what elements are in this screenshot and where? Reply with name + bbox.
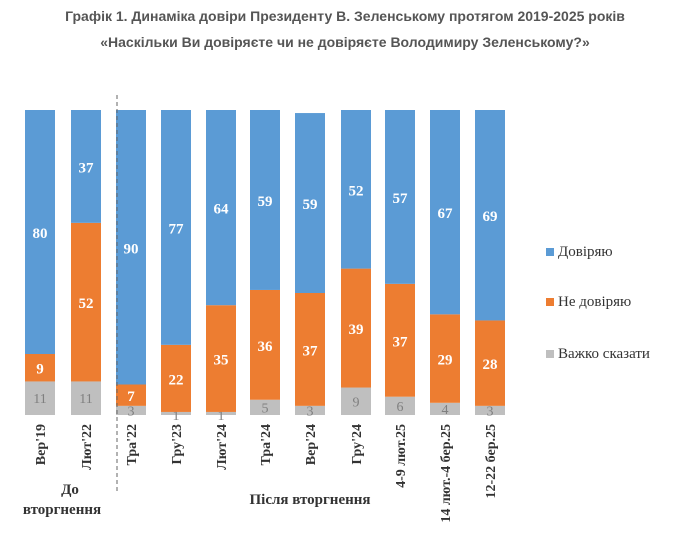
bar-segment	[475, 405, 505, 415]
bar-segment	[161, 411, 191, 415]
x-tick-label: Гру'24	[350, 424, 365, 465]
data-label: 11	[33, 392, 46, 407]
data-label: 4	[442, 403, 449, 418]
data-label: 90	[124, 241, 139, 257]
bar-segment	[295, 405, 325, 415]
data-label: 69	[483, 209, 498, 225]
chart-subtitle: «Наскільки Ви довіряєте чи не довіряєте …	[100, 34, 590, 50]
x-tick-label: Тра'22	[125, 424, 140, 465]
bar-segment	[385, 110, 415, 284]
group-label: вторгнення	[23, 502, 101, 518]
data-label: 1	[218, 409, 225, 424]
bar-segment	[341, 387, 371, 415]
bar-segment	[206, 411, 236, 415]
legend-marker	[546, 298, 554, 306]
data-label: 7	[127, 389, 135, 405]
data-label: 37	[303, 343, 319, 359]
data-label: 37	[393, 334, 409, 350]
x-tick-label: 14 лют.-4 бер.25	[439, 424, 454, 523]
group-label: До	[61, 482, 79, 498]
bar-segment	[25, 354, 55, 382]
bar-segment	[161, 344, 191, 412]
bar-segment	[71, 222, 101, 382]
bar-segment	[206, 110, 236, 306]
data-label: 36	[258, 339, 274, 355]
bar-segment	[295, 293, 325, 406]
bar-segment	[116, 384, 146, 406]
x-tick-label: Вер'24	[304, 424, 319, 465]
bar-segment	[475, 320, 505, 406]
legend-label: Не довіряю	[558, 294, 631, 310]
data-label: 11	[79, 392, 92, 407]
legend-marker	[546, 248, 554, 256]
bar-segment	[430, 110, 460, 315]
data-label: 1	[173, 409, 180, 424]
data-label: 22	[169, 372, 184, 388]
data-label: 59	[303, 197, 318, 213]
x-tick-label: 12-22 бер.25	[484, 424, 499, 498]
bar-segment	[385, 396, 415, 415]
data-label: 77	[169, 221, 185, 237]
bar-segment	[161, 110, 191, 345]
legend-label: Важко сказати	[558, 346, 650, 362]
group-label: Після вторгнення	[249, 492, 370, 508]
data-label: 6	[397, 400, 404, 415]
bar-segment	[385, 283, 415, 397]
data-label: 35	[214, 353, 229, 369]
data-label: 39	[349, 322, 364, 338]
bar-segment	[206, 305, 236, 412]
x-tick-label: 4-9 лют.25	[394, 424, 409, 488]
bar-segment	[430, 314, 460, 403]
bar-segment	[295, 113, 325, 293]
bar-segment	[430, 402, 460, 415]
data-label: 3	[128, 404, 135, 419]
chart-title: Графік 1. Динаміка довіри Президенту В. …	[65, 8, 625, 24]
data-label: 64	[214, 202, 230, 218]
data-label: 37	[79, 160, 95, 176]
data-label: 9	[353, 395, 360, 410]
bar-segment	[71, 381, 101, 415]
data-label: 3	[487, 404, 494, 419]
legend-marker	[546, 350, 554, 358]
data-label: 29	[438, 353, 453, 369]
bar-segment	[250, 110, 280, 290]
x-tick-label: Лют'24	[215, 424, 230, 470]
bar-segment	[71, 110, 101, 223]
data-label: 59	[258, 194, 273, 210]
bar-segment	[250, 289, 280, 400]
data-label: 52	[79, 296, 94, 312]
x-tick-label: Гру'23	[170, 424, 185, 465]
bar-segment	[475, 110, 505, 321]
data-label: 28	[483, 357, 498, 373]
bar-segment	[341, 268, 371, 388]
x-tick-label: Вер'19	[34, 424, 49, 465]
data-label: 57	[393, 191, 409, 207]
data-label: 52	[349, 183, 364, 199]
data-label: 3	[307, 404, 314, 419]
bar-segment	[116, 110, 146, 385]
data-label: 67	[438, 206, 454, 222]
data-label: 80	[33, 226, 48, 242]
x-tick-label: Лют'22	[80, 424, 95, 470]
legend-label: Довіряю	[558, 244, 613, 260]
bar-segment	[25, 110, 55, 354]
data-label: 9	[36, 362, 44, 378]
bar-segment	[250, 399, 280, 415]
bar-segment	[341, 110, 371, 269]
bar-segment	[25, 381, 55, 415]
data-label: 5	[262, 401, 269, 416]
bar-segment	[116, 405, 146, 415]
x-tick-label: Тра'24	[259, 424, 274, 465]
